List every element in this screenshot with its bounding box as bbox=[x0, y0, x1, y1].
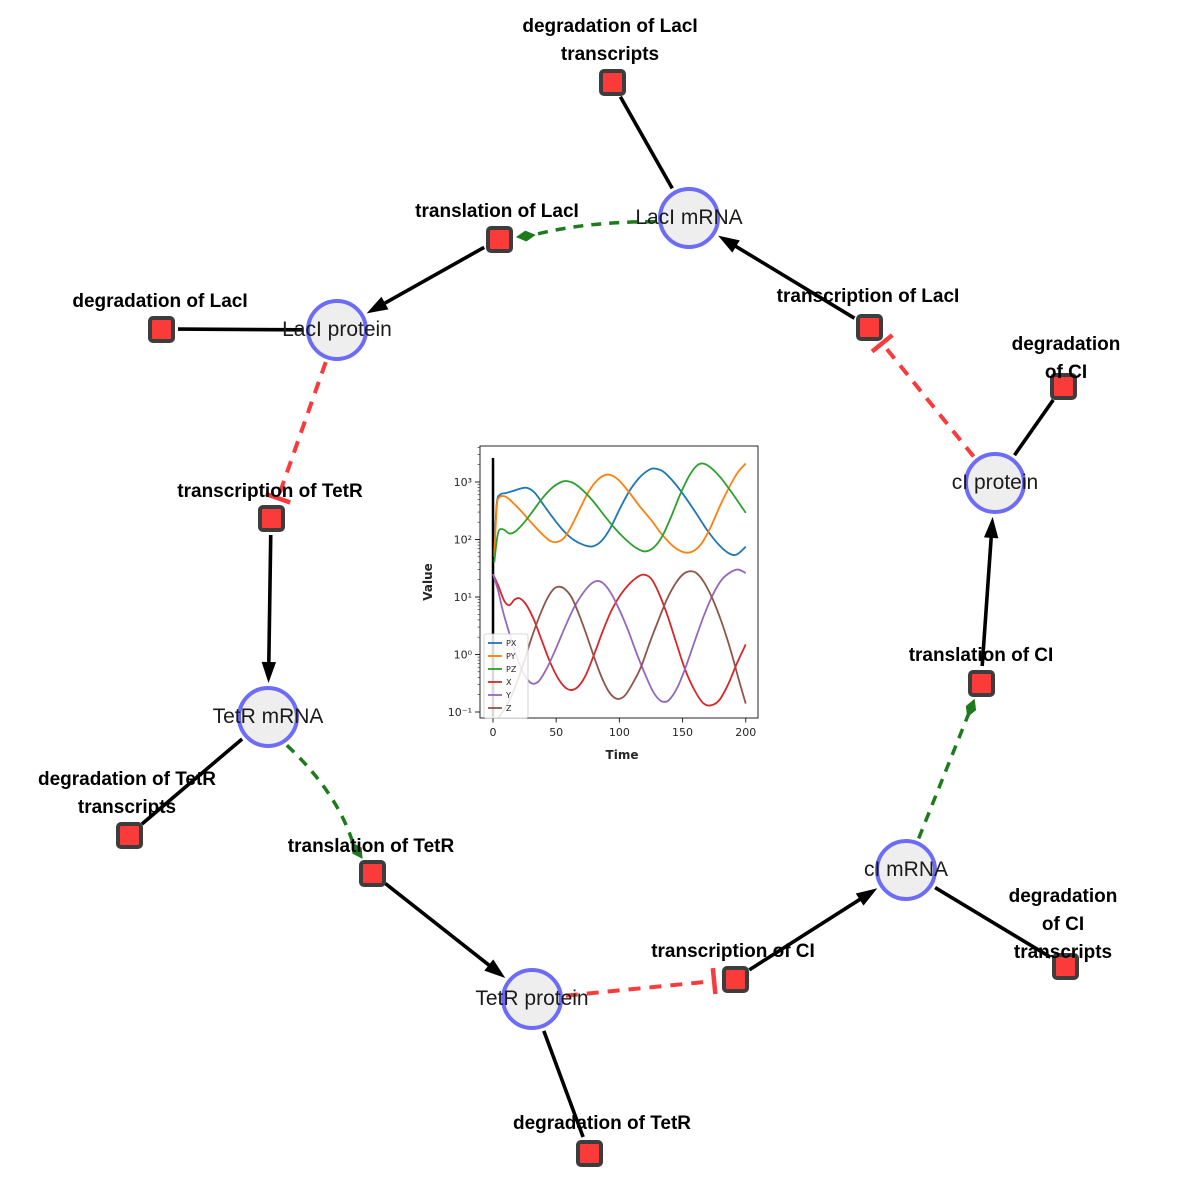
legend-label-py: PY bbox=[506, 652, 516, 661]
edge-transc-lacI-lacI-mRNA bbox=[718, 235, 856, 320]
edge-cI-mRNA-transl-cI bbox=[917, 698, 977, 840]
species-node-tetR-protein[interactable] bbox=[501, 968, 563, 1030]
species-label-tetR-mRNA: TetR mRNA bbox=[212, 705, 324, 728]
x-tick-label: 200 bbox=[735, 726, 756, 739]
y-tick-label: 10¹ bbox=[454, 591, 472, 604]
edge-transl-tetR-tetR-protein bbox=[384, 882, 506, 978]
reaction-node-deg-lacI-tr[interactable] bbox=[598, 68, 626, 96]
series-line-py bbox=[493, 462, 747, 557]
species-node-lacI-mRNA[interactable] bbox=[658, 187, 720, 249]
reaction-node-transc-lacI[interactable] bbox=[855, 313, 883, 341]
reaction-node-deg-tetR[interactable] bbox=[575, 1139, 603, 1167]
x-tick-label: 100 bbox=[609, 726, 630, 739]
edge-tetR-mRNA-transl-tetR bbox=[285, 744, 363, 859]
edge-transc-cI-cI-mRNA bbox=[748, 888, 878, 972]
legend-label-pz: PZ bbox=[506, 665, 517, 674]
reaction-node-deg-cI-tr[interactable] bbox=[1051, 952, 1079, 980]
series-line-x bbox=[492, 573, 747, 707]
reaction-label-deg-lacI-tr: degradation of LacI transcripts bbox=[522, 16, 698, 65]
reaction-label-deg-cI: degradation of CI bbox=[1011, 334, 1121, 383]
edge-lacI-protein-transc-tetR bbox=[264, 361, 328, 505]
reaction-label-deg-tetR: degradation of TetR bbox=[512, 1113, 692, 1134]
species-label-lacI-protein: LacI protein bbox=[282, 318, 392, 341]
y-tick-label: 10³ bbox=[454, 476, 472, 489]
edge-tetR-mRNA-deg-tetR-tr bbox=[140, 737, 244, 826]
series-line-px bbox=[493, 467, 747, 556]
edge-cI-protein-deg-cI bbox=[1013, 398, 1055, 457]
edge-transl-cI-cI-protein bbox=[980, 516, 999, 667]
legend-label-x: X bbox=[506, 678, 512, 687]
x-tick-label: 150 bbox=[672, 726, 693, 739]
y-axis-label: Value bbox=[421, 563, 435, 601]
series-line-z bbox=[496, 570, 747, 718]
x-tick-label: 50 bbox=[549, 726, 563, 739]
reaction-label-transl-tetR: translation of TetR bbox=[287, 836, 455, 857]
chart-legend: PX PY PZ XYZ bbox=[483, 633, 529, 719]
edge-tetR-protein-deg-tetR bbox=[542, 1030, 585, 1138]
y-tick-label: 10² bbox=[454, 534, 472, 547]
reaction-label-deg-tetR-tr: degradation of TetR transcripts bbox=[37, 769, 217, 818]
species-label-cI-protein: cI protein bbox=[951, 471, 1039, 494]
edge-cI-mRNA-deg-cI-tr bbox=[934, 886, 1052, 959]
species-node-cI-protein[interactable] bbox=[964, 452, 1026, 514]
species-label-cI-mRNA: cI mRNA bbox=[864, 858, 948, 881]
reaction-node-transl-lacI[interactable] bbox=[485, 225, 513, 253]
reaction-node-deg-tetR-tr[interactable] bbox=[115, 821, 143, 849]
legend-label-px: PX bbox=[506, 639, 517, 648]
edge-transl-lacI-lacI-protein bbox=[366, 245, 486, 314]
reaction-node-transl-tetR[interactable] bbox=[358, 859, 386, 887]
y-tick-label: 10⁻¹ bbox=[448, 706, 472, 719]
reaction-label-transc-lacI: transcription of LacI bbox=[776, 286, 960, 307]
reaction-node-transc-tetR[interactable] bbox=[257, 504, 285, 532]
reaction-node-deg-cI[interactable] bbox=[1049, 372, 1077, 400]
simulation-plot: 0 50 100 150 20010⁻¹10⁰10¹10²10³TimeValuePXP… bbox=[421, 445, 759, 762]
reaction-label-deg-cI-tr: degradation of CI transcripts bbox=[1008, 886, 1118, 963]
edge-tetR-protein-transc-cI bbox=[565, 967, 718, 998]
legend-label-z: Z bbox=[506, 704, 512, 713]
edge-transc-tetR-tetR-mRNA bbox=[261, 534, 277, 684]
edge-lacI-mRNA-deg-lacI-tr bbox=[618, 95, 674, 190]
x-tick-label: 0 bbox=[490, 726, 497, 739]
reaction-label-transc-cI: transcription of CI bbox=[651, 941, 815, 962]
reaction-label-transc-tetR: transcription of TetR bbox=[177, 481, 363, 502]
chart-series-group bbox=[492, 462, 747, 718]
y-tick-label: 10⁰ bbox=[454, 649, 473, 662]
simulation-plot-inset: 0 50 100 150 200 10⁻¹ 10⁰ 10¹ 10² 10³ Time Value PX P… bbox=[418, 428, 770, 762]
species-label-tetR-protein: TetR protein bbox=[475, 987, 589, 1010]
species-node-tetR-mRNA[interactable] bbox=[237, 686, 299, 748]
x-axis-label: Time bbox=[606, 748, 639, 762]
reaction-label-transl-lacI: translation of LacI bbox=[415, 201, 579, 222]
edge-cI-protein-transc-lacI bbox=[870, 333, 976, 458]
reaction-node-transl-cI[interactable] bbox=[967, 669, 995, 697]
reaction-node-transc-cI[interactable] bbox=[721, 965, 749, 993]
legend-label-y: Y bbox=[505, 691, 511, 700]
edge-lacI-protein-deg-lacI bbox=[177, 327, 304, 332]
edge-lacI-mRNA-transl-lacI bbox=[515, 219, 656, 242]
species-node-cI-mRNA[interactable] bbox=[875, 839, 937, 901]
reaction-label-transl-cI: translation of CI bbox=[908, 645, 1054, 666]
species-node-lacI-protein[interactable] bbox=[306, 299, 368, 361]
reaction-label-deg-lacI: degradation of LacI bbox=[72, 291, 248, 312]
series-line-pz bbox=[493, 462, 747, 563]
species-label-lacI-mRNA: LacI mRNA bbox=[635, 206, 743, 229]
reaction-node-deg-lacI[interactable] bbox=[147, 315, 175, 343]
